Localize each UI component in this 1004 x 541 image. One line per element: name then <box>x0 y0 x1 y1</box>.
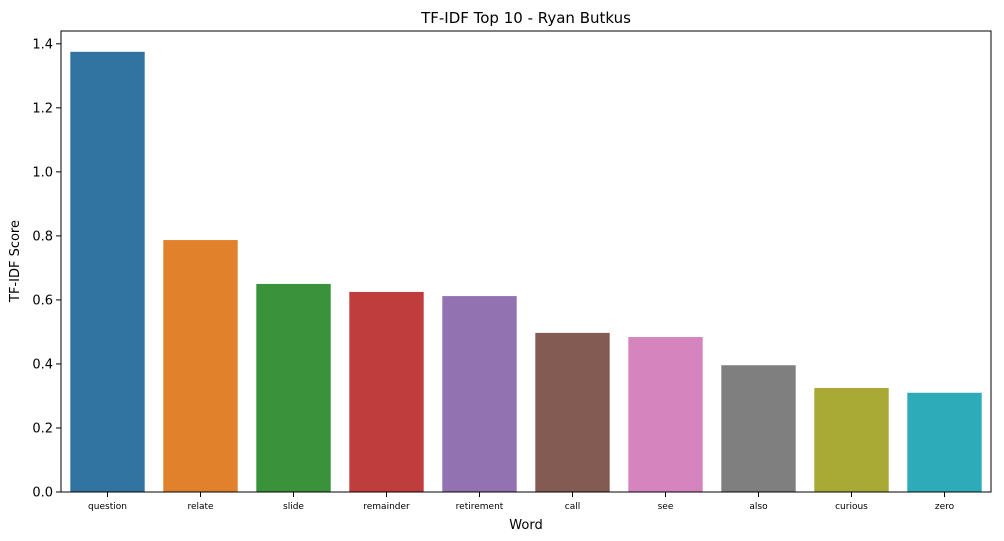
x-tick-label: see <box>658 502 674 512</box>
y-tick-label: 0.8 <box>32 229 53 244</box>
bar-also <box>721 365 796 492</box>
y-tick-label: 0.4 <box>32 357 53 372</box>
x-tick-label: also <box>749 502 768 512</box>
y-tick-label: 0.0 <box>32 486 53 501</box>
y-tick-label: 0.2 <box>32 421 53 436</box>
bar-see <box>628 337 703 492</box>
bar-zero <box>907 392 982 492</box>
x-tick-label: remainder <box>363 502 410 512</box>
bar-slide <box>256 283 331 492</box>
bar-remainder <box>349 291 424 492</box>
bar-call <box>535 332 610 492</box>
x-tick-label: curious <box>835 502 868 512</box>
bar-retirement <box>442 296 517 492</box>
x-tick-label: call <box>565 502 580 512</box>
chart-title: TF-IDF Top 10 - Ryan Butkus <box>420 9 631 27</box>
plot-area: 0.0 0.2 0.4 0.6 0.8 1.0 1.2 1.4 question relate sl… <box>32 30 992 512</box>
x-axis-label: Word <box>509 518 542 533</box>
axes-frame <box>60 30 992 493</box>
bar-relate <box>163 240 238 492</box>
x-tick-label: retirement <box>456 502 504 512</box>
y-axis-label: TF-IDF Score <box>8 220 23 303</box>
x-tick-label: question <box>88 502 127 512</box>
bar-curious <box>814 387 889 492</box>
y-tick-label: 1.2 <box>32 101 53 116</box>
x-tick-label: slide <box>283 502 304 512</box>
y-tick-label: 1.0 <box>32 165 53 180</box>
x-tick-label: relate <box>187 502 214 512</box>
x-tick-label: zero <box>935 502 955 512</box>
y-tick-label: 1.4 <box>32 37 53 52</box>
y-tick-label: 0.6 <box>32 293 53 308</box>
bar-question <box>70 51 145 493</box>
